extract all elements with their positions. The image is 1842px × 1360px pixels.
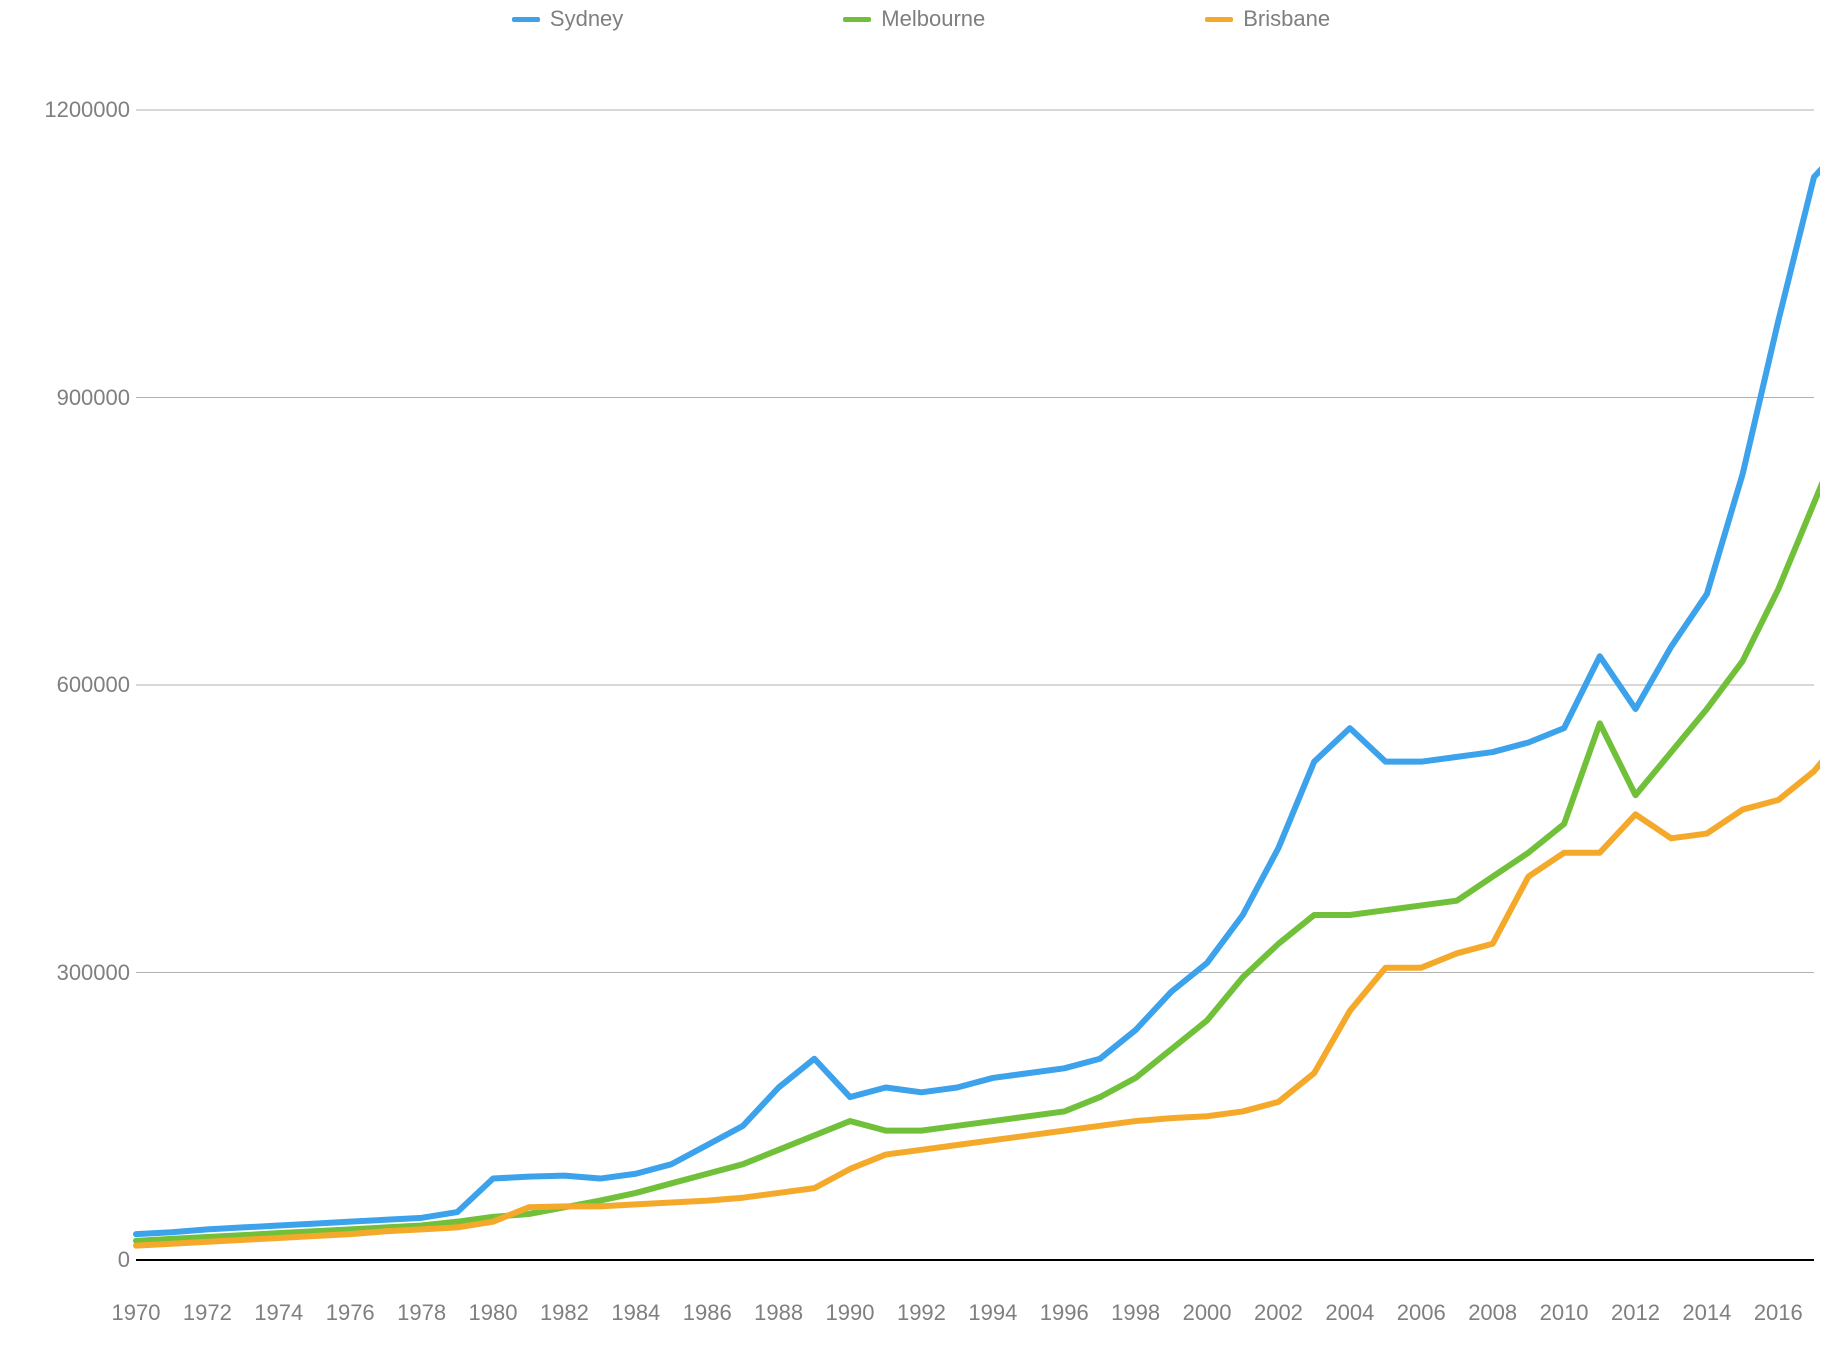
x-tick-label: 1984 [611, 1300, 660, 1326]
x-tick-label: 2010 [1540, 1300, 1589, 1326]
x-tick-label: 2014 [1682, 1300, 1731, 1326]
y-tick-label: 900000 [57, 385, 130, 411]
x-tick-label: 1982 [540, 1300, 589, 1326]
x-tick-label: 1996 [1040, 1300, 1089, 1326]
x-tick-label: 2016 [1754, 1300, 1803, 1326]
legend-item-sydney: Sydney [512, 6, 623, 32]
x-tick-label: 1994 [968, 1300, 1017, 1326]
x-tick-label: 1978 [397, 1300, 446, 1326]
legend-swatch [1205, 17, 1233, 22]
chart-svg [130, 60, 1820, 1290]
x-tick-label: 2012 [1611, 1300, 1660, 1326]
plot-area [130, 60, 1820, 1290]
x-tick-label: 1992 [897, 1300, 946, 1326]
x-tick-label: 2006 [1397, 1300, 1446, 1326]
x-tick-label: 1976 [326, 1300, 375, 1326]
x-tick-label: 2004 [1325, 1300, 1374, 1326]
y-tick-label: 300000 [57, 960, 130, 986]
x-tick-label: 1990 [826, 1300, 875, 1326]
x-tick-label: 1998 [1111, 1300, 1160, 1326]
y-tick-label: 600000 [57, 672, 130, 698]
x-tick-label: 2008 [1468, 1300, 1517, 1326]
y-tick-label: 1200000 [44, 97, 130, 123]
chart-container: Sydney Melbourne Brisbane 0 300000 600000 9… [0, 0, 1842, 1360]
legend-swatch [843, 17, 871, 22]
legend-item-brisbane: Brisbane [1205, 6, 1330, 32]
x-tick-label: 1974 [254, 1300, 303, 1326]
x-tick-label: 2002 [1254, 1300, 1303, 1326]
x-tick-label: 1970 [112, 1300, 161, 1326]
legend-label: Melbourne [881, 6, 985, 32]
legend-item-melbourne: Melbourne [843, 6, 985, 32]
legend-label: Sydney [550, 6, 623, 32]
x-tick-label: 2000 [1183, 1300, 1232, 1326]
x-tick-label: 1986 [683, 1300, 732, 1326]
x-tick-label: 1988 [754, 1300, 803, 1326]
legend: Sydney Melbourne Brisbane [0, 6, 1842, 32]
legend-label: Brisbane [1243, 6, 1330, 32]
y-tick-label: 0 [118, 1247, 130, 1273]
x-tick-label: 1972 [183, 1300, 232, 1326]
legend-swatch [512, 17, 540, 22]
x-tick-label: 1980 [469, 1300, 518, 1326]
